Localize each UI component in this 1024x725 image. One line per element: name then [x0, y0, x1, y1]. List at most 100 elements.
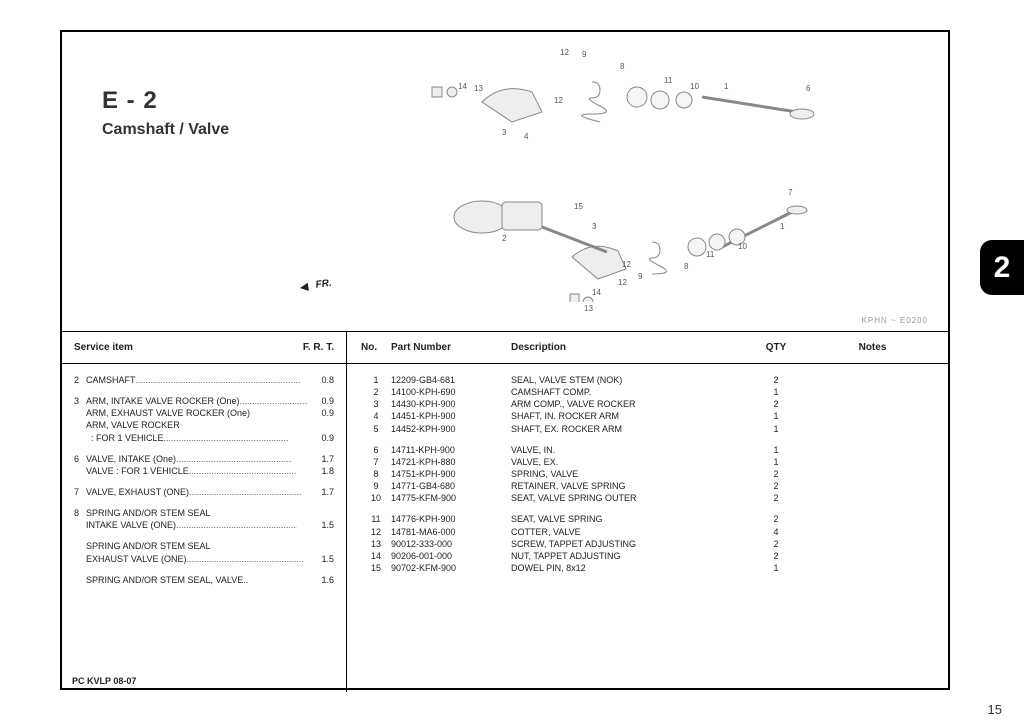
parts-header-desc: Description [511, 341, 741, 355]
exploded-diagram: 14131298123411101671101189121231521413 [402, 42, 902, 302]
diagram-area: E - 2 Camshaft / Valve [62, 32, 948, 332]
part-notes [811, 386, 934, 398]
diagram-callout: 13 [584, 304, 593, 313]
part-desc: ARM COMP., VALVE ROCKER [511, 398, 741, 410]
service-item-row: 7VALVE, EXHAUST (ONE) ..................… [74, 486, 334, 498]
diagram-callout: 14 [592, 288, 601, 297]
diagram-callout: 11 [664, 76, 672, 85]
diagram-callout: 7 [788, 188, 792, 197]
parts-list-column: No. Part Number Description QTY Notes 11… [347, 332, 948, 692]
part-pn: 14452-KPH-900 [391, 423, 511, 435]
diagram-callout: 14 [458, 82, 467, 91]
part-no: 4 [361, 410, 391, 422]
part-desc: SPRING, VALVE [511, 468, 741, 480]
part-qty: 2 [741, 550, 811, 562]
part-qty: 1 [741, 562, 811, 574]
part-pn: 14781-MA6-000 [391, 526, 511, 538]
diagram-callout: 12 [560, 48, 569, 57]
part-desc: SEAL, VALVE STEM (NOK) [511, 374, 741, 386]
service-header-item: Service item [74, 341, 133, 355]
part-notes [811, 480, 934, 492]
service-item-row: VALVE : FOR 1 VEHICLE ..................… [74, 465, 334, 477]
part-pn: 90206-001-000 [391, 550, 511, 562]
service-header: Service item F. R. T. [62, 332, 346, 364]
part-pn: 14775-KFM-900 [391, 492, 511, 504]
service-item-frt: 1.5 [310, 519, 334, 531]
service-item-row: SPRING AND/OR STEM SEAL, VALVE..1.6 [74, 574, 334, 586]
part-qty: 2 [741, 492, 811, 504]
service-item-row: 8SPRING AND/OR STEM SEAL [74, 507, 334, 519]
diagram-callout: 12 [618, 278, 627, 287]
part-row: 1490206-001-000NUT, TAPPET ADJUSTING2 [361, 550, 934, 562]
part-desc: VALVE, IN. [511, 444, 741, 456]
diagram-callout: 12 [622, 260, 631, 269]
service-item-no: 2 [74, 374, 86, 386]
service-items-column: Service item F. R. T. 2CAMSHAFT ........… [62, 332, 347, 692]
lists-area: Service item F. R. T. 2CAMSHAFT ........… [62, 332, 948, 692]
parts-header-notes: Notes [811, 341, 934, 355]
part-no: 3 [361, 398, 391, 410]
service-item-frt: 1.7 [310, 486, 334, 498]
part-qty: 2 [741, 468, 811, 480]
diagram-callout: 15 [574, 202, 583, 211]
service-item-text: VALVE : FOR 1 VEHICLE ..................… [86, 465, 310, 477]
part-no: 2 [361, 386, 391, 398]
diagram-reference-code: KPHN ~ E0200 [862, 316, 928, 325]
part-row: 614711-KPH-900VALVE, IN.1 [361, 444, 934, 456]
part-row: 1390012-333-000SCREW, TAPPET ADJUSTING2 [361, 538, 934, 550]
part-desc: SEAT, VALVE SPRING OUTER [511, 492, 741, 504]
diagram-callout: 11 [706, 250, 714, 259]
part-row: 514452-KPH-900SHAFT, EX. ROCKER ARM1 [361, 423, 934, 435]
part-pn: 14776-KPH-900 [391, 513, 511, 525]
part-notes [811, 550, 934, 562]
diagram-callout: 9 [582, 50, 586, 59]
service-item-frt: 0.8 [310, 374, 334, 386]
part-notes [811, 526, 934, 538]
part-row: 414451-KPH-900SHAFT, IN. ROCKER ARM1 [361, 410, 934, 422]
part-desc: VALVE, EX. [511, 456, 741, 468]
part-no: 7 [361, 456, 391, 468]
part-qty: 2 [741, 538, 811, 550]
part-desc: SHAFT, EX. ROCKER ARM [511, 423, 741, 435]
diagram-callout: 8 [684, 262, 688, 271]
part-pn: 14451-KPH-900 [391, 410, 511, 422]
diagram-callout: 3 [502, 128, 506, 137]
part-qty: 1 [741, 456, 811, 468]
part-qty: 1 [741, 444, 811, 456]
service-item-row: EXHAUST VALVE (ONE) ....................… [74, 553, 334, 565]
service-item-text: : FOR 1 VEHICLE ........................… [86, 432, 310, 444]
part-no: 1 [361, 374, 391, 386]
service-header-frt: F. R. T. [303, 341, 334, 355]
part-pn: 90702-KFM-900 [391, 562, 511, 574]
service-item-no: 6 [74, 453, 86, 465]
service-item-row: 6VALVE, INTAKE (One) ...................… [74, 453, 334, 465]
part-notes [811, 398, 934, 410]
part-qty: 2 [741, 480, 811, 492]
part-qty: 1 [741, 410, 811, 422]
service-item-frt: 0.9 [310, 432, 334, 444]
part-desc: RETAINER, VALVE SPRING [511, 480, 741, 492]
part-row: 914771-GB4-680RETAINER, VALVE SPRING2 [361, 480, 934, 492]
part-pn: 14100-KPH-690 [391, 386, 511, 398]
part-notes [811, 513, 934, 525]
service-item-frt: 1.5 [310, 553, 334, 565]
part-no: 15 [361, 562, 391, 574]
part-no: 10 [361, 492, 391, 504]
fr-label: FR. [315, 278, 332, 291]
service-item-no: 3 [74, 395, 86, 407]
parts-header-qty: QTY [741, 341, 811, 355]
part-notes [811, 562, 934, 574]
part-pn: 14771-GB4-680 [391, 480, 511, 492]
parts-header: No. Part Number Description QTY Notes [347, 332, 948, 364]
diagram-callout: 10 [690, 82, 699, 91]
diagram-callout: 2 [502, 234, 506, 243]
service-item-frt: 0.9 [310, 407, 334, 419]
part-no: 9 [361, 480, 391, 492]
service-item-text: ARM, VALVE ROCKER [86, 419, 310, 431]
part-no: 12 [361, 526, 391, 538]
section-title-block: E - 2 Camshaft / Valve [102, 87, 229, 139]
part-pn: 14751-KPH-900 [391, 468, 511, 480]
page-frame: E - 2 Camshaft / Valve [60, 30, 950, 690]
footer-code: PC KVLP 08-07 [72, 676, 136, 686]
part-row: 714721-KPH-880VALVE, EX.1 [361, 456, 934, 468]
